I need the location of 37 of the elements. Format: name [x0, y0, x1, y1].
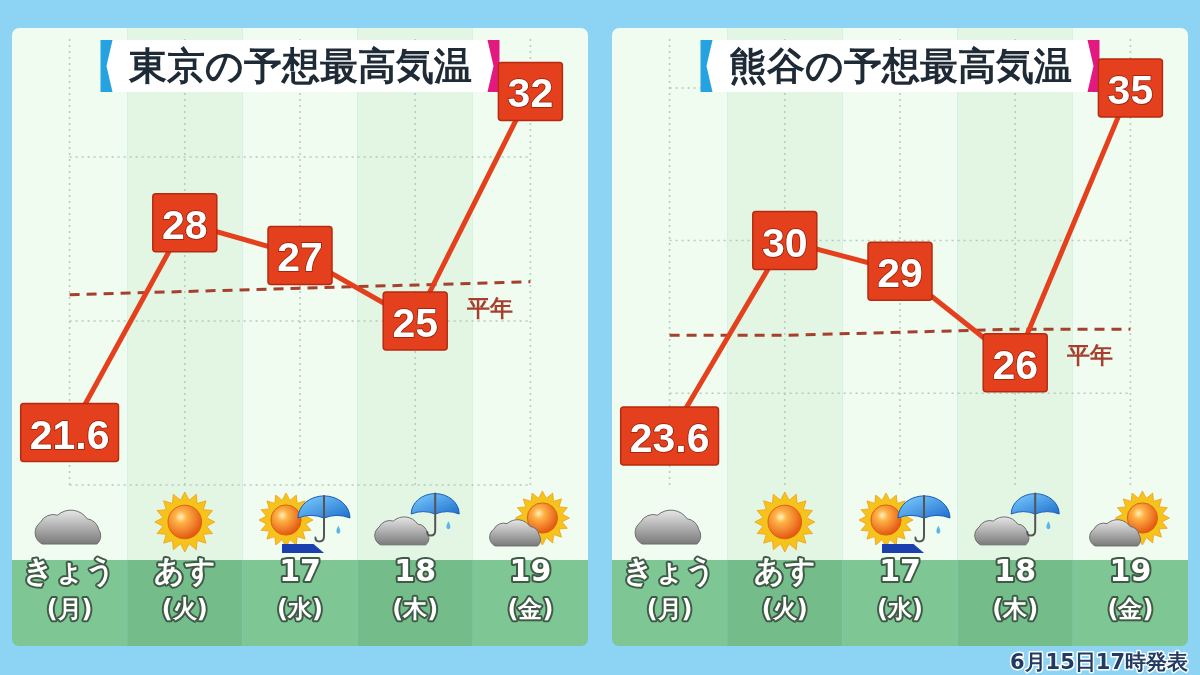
- title: 熊谷の予想最高気温: [700, 40, 1100, 92]
- data-label: 23.6: [629, 415, 710, 462]
- data-label: 28: [162, 201, 208, 248]
- x-tick-label: 18 (木): [992, 553, 1039, 623]
- x-tick-label: 19 (金): [1107, 553, 1154, 623]
- x-tick-label: きょう (月): [23, 553, 117, 623]
- x-tick-label: あす (火): [753, 553, 816, 623]
- data-label: 35: [1097, 58, 1164, 118]
- data-label: 29: [877, 250, 923, 297]
- x-tick-label: 17 (水): [877, 553, 923, 623]
- data-label: 27: [267, 225, 333, 286]
- chart-title: 東京の予想最高気温: [127, 44, 472, 88]
- x-tick-label: きょう (月): [623, 553, 717, 623]
- data-label: 25: [382, 291, 448, 351]
- data-label: 27: [277, 234, 323, 281]
- data-label: 35: [1107, 66, 1154, 113]
- data-label: 25: [392, 300, 438, 347]
- data-label: 30: [752, 210, 818, 271]
- series-name: 平年: [1067, 342, 1114, 369]
- annotation: 6月15日17時発表: [1009, 650, 1188, 674]
- data-label: 30: [762, 219, 808, 266]
- data-label: 29: [867, 241, 933, 301]
- data-label: 32: [507, 70, 554, 117]
- data-label: 21.6: [29, 411, 110, 458]
- title: 東京の予想最高気温: [100, 40, 500, 92]
- series-name: 平年: [467, 294, 514, 321]
- data-label: 26: [992, 341, 1038, 388]
- x-tick-label: 17 (水): [277, 553, 323, 623]
- x-tick-label: あす (火): [153, 553, 216, 623]
- chart-title: 熊谷の予想最高気温: [728, 44, 1072, 88]
- data-label: 21.6: [19, 402, 120, 463]
- data-label: 28: [152, 192, 218, 253]
- data-label: 26: [982, 333, 1048, 393]
- data-label: 32: [497, 61, 564, 122]
- x-tick-label: 18 (木): [392, 553, 439, 623]
- x-tick-label: 19 (金): [507, 553, 554, 623]
- data-label: 23.6: [619, 406, 720, 466]
